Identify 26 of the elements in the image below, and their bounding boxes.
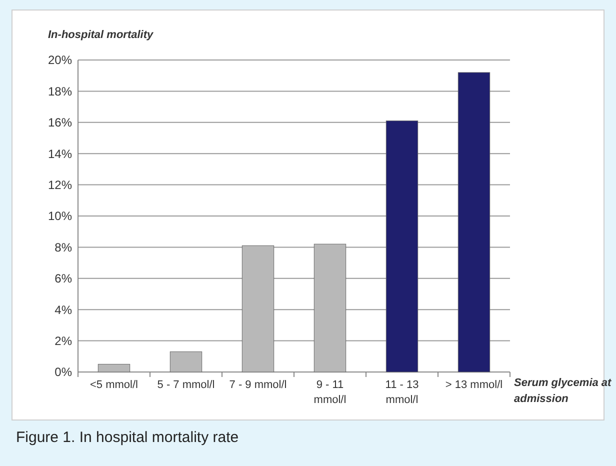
caption: Figure 1. In hospital mortality rate <box>16 429 239 446</box>
bar <box>386 120 418 372</box>
y-tick-label: 18% <box>48 84 72 98</box>
y-tick-label: 16% <box>48 116 72 130</box>
x-tick-label: 9 - 11 mmol/l <box>314 379 346 406</box>
bar <box>314 244 346 372</box>
x-axis-title: Serum glycemia at admission <box>514 377 613 405</box>
y-tick-label: 10% <box>48 209 72 224</box>
bar <box>242 245 274 372</box>
x-tick-label: <5 mmol/l <box>90 379 138 391</box>
y-tick-label: 12% <box>48 178 72 192</box>
y-tick-label: 4% <box>54 302 72 317</box>
y-tick-label: 8% <box>54 240 72 254</box>
y-axis-title: In-hospital mortality <box>48 29 154 41</box>
bar <box>98 364 130 372</box>
y-tick-label: 0% <box>54 365 72 380</box>
y-tick-label: 20% <box>48 53 72 68</box>
x-tick-label: 7 - 9 mmol/l <box>229 379 287 391</box>
bar <box>170 351 202 372</box>
y-tick-label: 2% <box>54 334 72 348</box>
bar <box>458 72 490 372</box>
y-tick-label: 6% <box>54 272 72 286</box>
x-tick-label: > 13 mmol/l <box>445 379 503 391</box>
x-tick-label: 5 - 7 mmol/l <box>157 379 215 391</box>
y-tick-label: 14% <box>48 146 72 161</box>
x-tick-label: 11 - 13 mmol/l <box>385 379 419 406</box>
